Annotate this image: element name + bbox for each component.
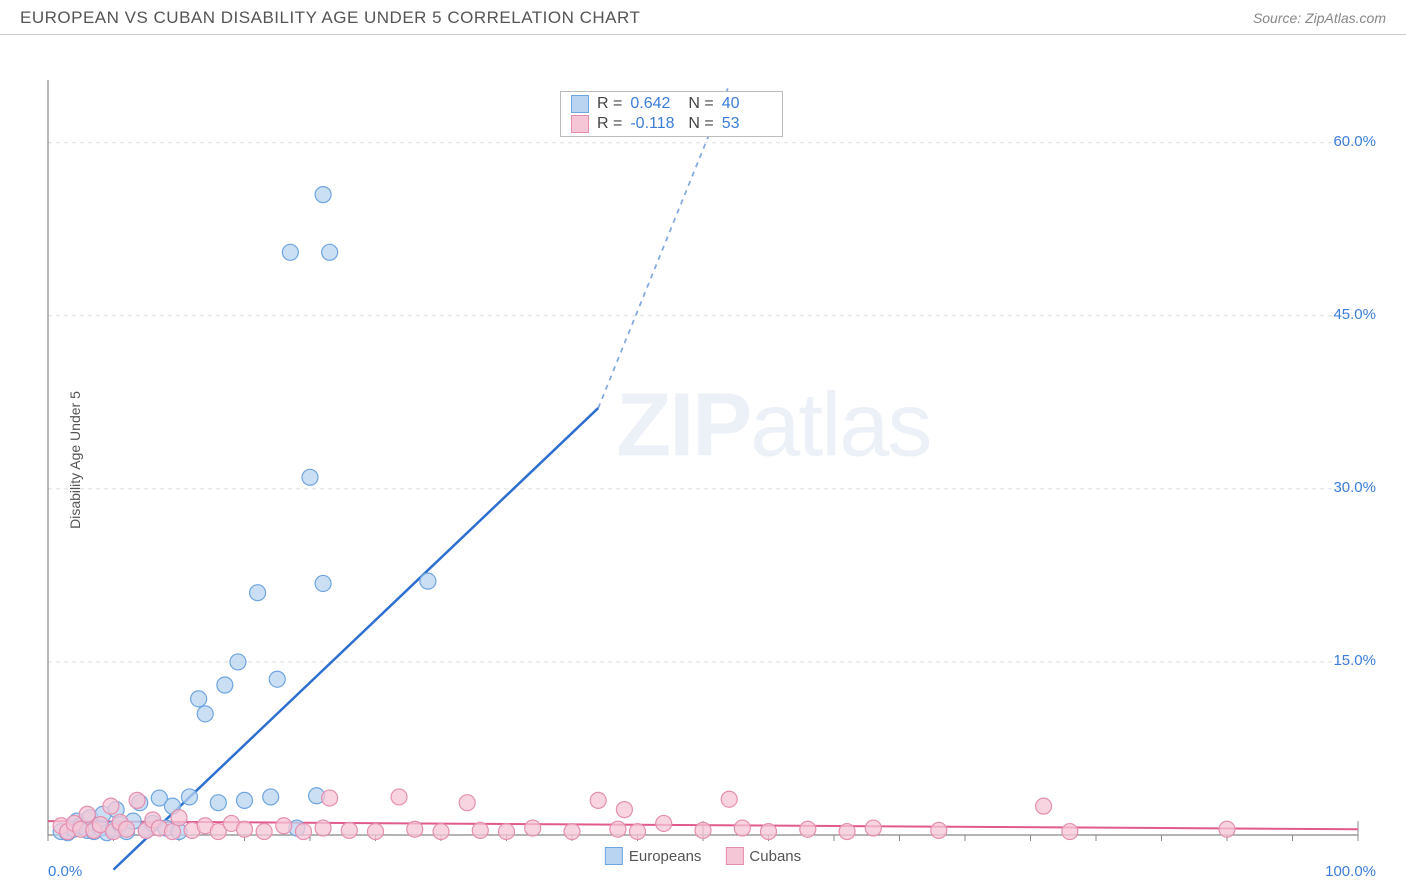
- stats-r-europeans: 0.642: [630, 95, 680, 113]
- stats-r-label: R =: [597, 95, 622, 113]
- stats-n-europeans: 40: [722, 95, 772, 113]
- correlation-stats-box: R = 0.642 N = 40 R = -0.118 N = 53: [560, 91, 783, 137]
- y-axis-label: Disability Age Under 5: [67, 391, 83, 529]
- stats-r-label: R =: [597, 115, 622, 133]
- y-tick-label: 60.0%: [1333, 133, 1376, 150]
- stats-row-europeans: R = 0.642 N = 40: [561, 94, 782, 114]
- stats-n-cubans: 53: [722, 115, 772, 133]
- stats-n-label: N =: [688, 95, 713, 113]
- stats-swatch-cubans: [571, 115, 589, 133]
- swatch-europeans: [605, 847, 623, 865]
- legend-label-cubans: Cubans: [749, 848, 801, 865]
- legend-label-europeans: Europeans: [629, 848, 702, 865]
- chart-title: EUROPEAN VS CUBAN DISABILITY AGE UNDER 5…: [20, 8, 640, 28]
- y-tick-label: 15.0%: [1333, 652, 1376, 669]
- legend: Europeans Cubans: [605, 847, 801, 865]
- stats-r-cubans: -0.118: [630, 115, 680, 133]
- legend-item-europeans: Europeans: [605, 847, 702, 865]
- stats-n-label: N =: [688, 115, 713, 133]
- legend-item-cubans: Cubans: [725, 847, 801, 865]
- stats-swatch-europeans: [571, 95, 589, 113]
- chart-area: Disability Age Under 5 ZIPatlas 15.0%30.…: [0, 35, 1406, 885]
- stats-row-cubans: R = -0.118 N = 53: [561, 114, 782, 134]
- y-tick-label: 45.0%: [1333, 306, 1376, 323]
- source-attribution: Source: ZipAtlas.com: [1253, 10, 1386, 26]
- swatch-cubans: [725, 847, 743, 865]
- scatter-plot: [0, 35, 1406, 885]
- y-tick-label: 30.0%: [1333, 479, 1376, 496]
- x-tick-max: 100.0%: [1325, 863, 1376, 880]
- x-tick-min: 0.0%: [48, 863, 82, 880]
